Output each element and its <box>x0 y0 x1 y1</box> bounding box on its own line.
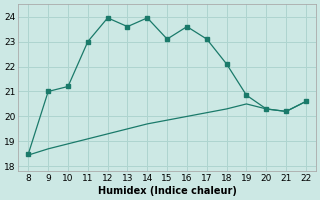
X-axis label: Humidex (Indice chaleur): Humidex (Indice chaleur) <box>98 186 236 196</box>
